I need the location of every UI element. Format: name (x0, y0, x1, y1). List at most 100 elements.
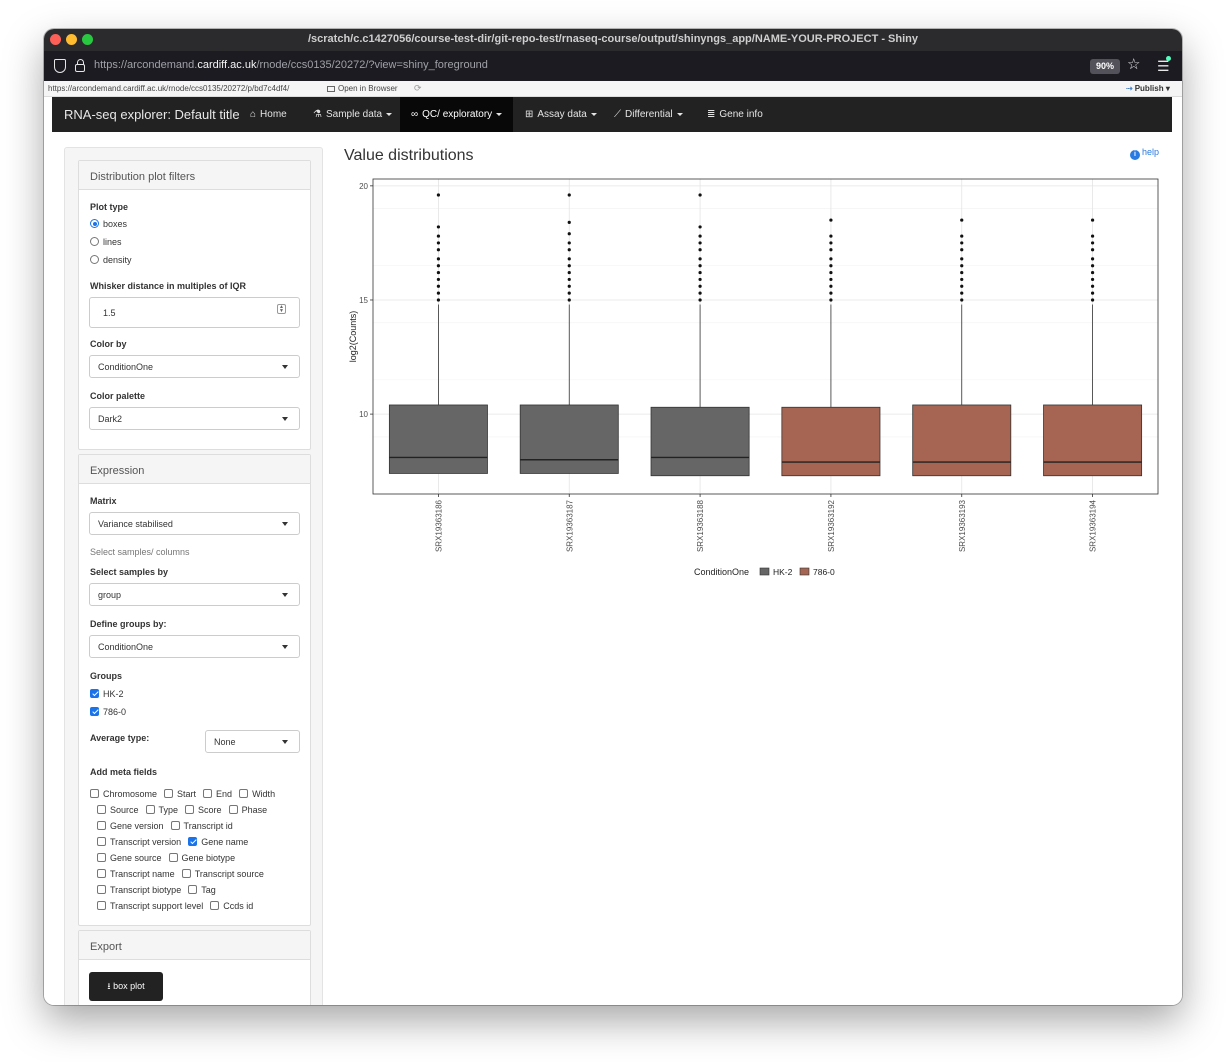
outlier-point (436, 298, 441, 302)
average-type-select[interactable]: None (205, 730, 300, 753)
zoom-level-badge[interactable]: 90% (1090, 59, 1120, 74)
checkbox-icon (90, 789, 99, 798)
meta-field-checkbox-ccds-id[interactable]: Ccds id (210, 901, 253, 911)
meta-field-checkbox-transcript-id[interactable]: Transcript id (170, 821, 233, 831)
box-SRX19363186 (388, 404, 488, 474)
nav-sample-data[interactable]: ⚗ Sample data (304, 97, 401, 132)
matrix-select[interactable]: Variance stabilised (89, 512, 300, 535)
groups-label: Groups (90, 671, 123, 681)
outlier-point (698, 257, 702, 261)
y-tick-label: 10 (359, 410, 368, 419)
plot-type-lines-radio[interactable]: lines (90, 237, 122, 247)
meta-field-checkbox-transcript-version[interactable]: Transcript version (97, 837, 181, 847)
caret-down-icon (590, 113, 597, 116)
meta-field-checkbox-tag[interactable]: Tag (188, 885, 216, 895)
download-icon: ⭳ (107, 981, 111, 991)
outlier-point (960, 248, 964, 252)
meta-field-checkbox-phase[interactable]: Phase (228, 805, 267, 815)
rstudio-viewer-bar: https://arcondemand.cardiff.ac.uk/rnode/… (44, 81, 1182, 97)
refresh-icon[interactable]: ⟳ (414, 83, 422, 93)
color-palette-select[interactable]: Dark2 (89, 407, 300, 430)
x-tick-label: SRX19363188 (696, 499, 705, 552)
whisker-input[interactable]: 1.5 ▲ ▼ (89, 297, 300, 328)
lock-icon[interactable] (75, 59, 85, 72)
meta-field-checkbox-gene-version[interactable]: Gene version (97, 821, 164, 831)
meta-field-checkbox-start[interactable]: Start (164, 789, 196, 799)
meta-field-checkbox-transcript-name[interactable]: Transcript name (97, 869, 175, 879)
checkbox-icon (188, 885, 198, 894)
open-window-icon (327, 86, 335, 92)
outlier-point (1090, 270, 1095, 275)
legend-title: ConditionOne (694, 567, 749, 577)
outlier-point (698, 284, 702, 288)
meta-field-checkbox-gene-name[interactable]: Gene name (188, 837, 248, 847)
close-window-button[interactable] (50, 34, 61, 45)
checkbox-icon (203, 789, 213, 798)
plot-type-boxes-radio[interactable]: boxes (90, 219, 127, 229)
url-field[interactable]: https://arcondemand.cardiff.ac.uk/rnode/… (94, 59, 488, 71)
define-groups-select[interactable]: ConditionOne (89, 635, 300, 658)
legend-swatch (759, 567, 770, 576)
publish-icon: ⇢ (1126, 84, 1133, 93)
box-SRX19363187 (519, 404, 619, 474)
export-panel: Export ⭳ box plot (78, 930, 311, 1005)
nav-assay-data[interactable]: ⊞ Assay data (522, 97, 600, 132)
outlier-point (829, 291, 833, 295)
open-in-browser-button[interactable]: Open in Browser (327, 84, 398, 93)
plot-type-density-radio[interactable]: density (90, 255, 132, 265)
group-checkbox-786-0[interactable]: 786-0 (90, 707, 126, 717)
download-box-plot-button[interactable]: ⭳ box plot (89, 972, 163, 1001)
outlier-point (829, 298, 833, 302)
meta-field-checkbox-width[interactable]: Width (239, 789, 275, 799)
window-titlebar: /scratch/c.c1427056/course-test-dir/git-… (44, 29, 1182, 51)
app-navbar: RNA-seq explorer: Default title ⌂ Home ⚗ S… (52, 97, 1172, 132)
nav-differential[interactable]: ⟋ Differential (611, 97, 686, 132)
nav-gene-info[interactable]: ≣ Gene info (707, 109, 763, 120)
outlier-point (436, 264, 441, 268)
meta-field-checkbox-transcript-biotype[interactable]: Transcript biotype (97, 885, 181, 895)
shield-icon[interactable] (54, 59, 66, 73)
app-brand[interactable]: RNA-seq explorer: Default title (64, 107, 240, 122)
checkbox-icon (97, 869, 106, 878)
meta-field-checkbox-transcript-source[interactable]: Transcript source (181, 869, 264, 879)
export-heading: Export (79, 931, 310, 960)
minimize-window-button[interactable] (66, 34, 77, 45)
help-link[interactable]: i help (1130, 147, 1159, 160)
outlier-point (960, 241, 964, 245)
checkbox-icon (97, 805, 106, 814)
browser-menu-icon[interactable]: ☰ (1157, 58, 1170, 74)
bookmark-star-icon[interactable]: ☆ (1127, 56, 1141, 73)
meta-field-checkbox-gene-biotype[interactable]: Gene biotype (168, 853, 235, 863)
meta-field-checkbox-source[interactable]: Source (97, 805, 139, 815)
outlier-point (436, 277, 441, 282)
meta-field-checkbox-score[interactable]: Score (185, 805, 222, 815)
outlier-point (436, 291, 441, 295)
meta-field-checkbox-type[interactable]: Type (145, 805, 178, 815)
color-by-label: Color by (90, 339, 127, 349)
outlier-point (1090, 264, 1095, 268)
publish-button[interactable]: ⇢ Publish ▾ (1126, 84, 1170, 93)
meta-field-checkbox-transcript-support-level[interactable]: Transcript support level (97, 901, 203, 911)
nav-home[interactable]: ⌂ Home (250, 109, 287, 120)
meta-field-checkbox-gene-source[interactable]: Gene source (97, 853, 162, 863)
nav-qc-exploratory[interactable]: ∞ QC/ exploratory (400, 97, 513, 132)
outlier-point (829, 218, 833, 222)
color-by-select[interactable]: ConditionOne (89, 355, 300, 378)
checkbox-checked-icon (90, 689, 99, 698)
box-SRX19363188 (650, 406, 750, 477)
legend-label: 786-0 (813, 567, 835, 577)
spinner-icon[interactable]: ▲ ▼ (277, 304, 286, 314)
meta-field-checkbox-end[interactable]: End (203, 789, 232, 799)
maximize-window-button[interactable] (82, 34, 93, 45)
outlier-point (960, 291, 964, 295)
select-samples-by-select[interactable]: group (89, 583, 300, 606)
checkbox-icon (97, 885, 106, 894)
checkbox-icon (228, 805, 238, 814)
outlier-point (960, 298, 964, 302)
group-checkbox-hk2[interactable]: HK-2 (90, 689, 124, 699)
outlier-point (698, 248, 702, 252)
checkbox-icon (210, 901, 220, 910)
y-tick-label: 20 (359, 182, 368, 191)
meta-field-checkbox-chromosome[interactable]: Chromosome (90, 789, 157, 799)
select-samples-by-label: Select samples by (90, 567, 169, 577)
